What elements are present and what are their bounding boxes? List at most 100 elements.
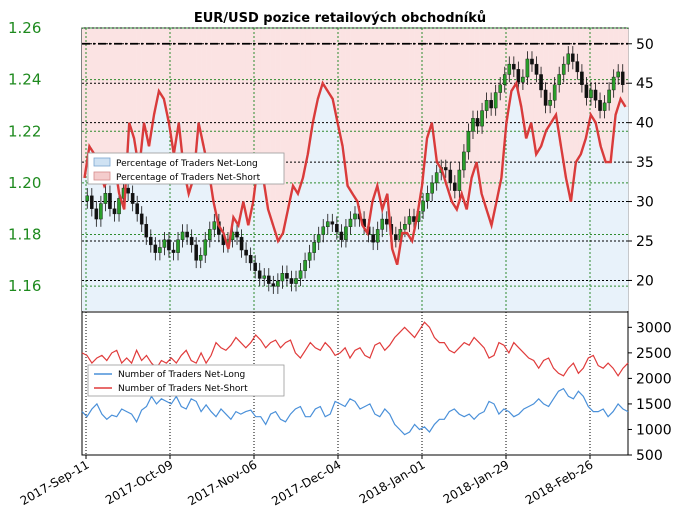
candle-body	[543, 89, 548, 106]
net-short-shade	[528, 29, 534, 123]
candle-body	[489, 100, 493, 109]
net-long-shade	[270, 225, 276, 311]
net-long-shade	[310, 122, 316, 312]
net-long-shade	[320, 83, 326, 311]
net-short-shade	[588, 29, 594, 115]
net-short-shade	[176, 29, 182, 123]
net-long-shade	[389, 248, 396, 311]
candle-body	[557, 74, 561, 85]
net-short-shade	[439, 29, 445, 170]
candle-body	[126, 187, 130, 194]
percent-tick-label: 35	[636, 155, 654, 171]
net-long-shade	[528, 122, 534, 312]
legend-label-net-short-count: Number of Traders Net-Short	[118, 384, 248, 394]
candle-body	[189, 236, 194, 246]
candle-body	[620, 71, 625, 85]
net-long-shade	[121, 209, 127, 311]
candle-body	[448, 169, 453, 184]
candle-body	[285, 273, 289, 279]
candle-body	[552, 84, 557, 101]
net-long-shade	[608, 162, 614, 311]
net-short-shade	[101, 29, 108, 186]
candle-body	[561, 63, 566, 75]
net-short-shade	[508, 29, 515, 92]
candle-body	[90, 195, 94, 209]
count-tick-label: 2500	[636, 346, 672, 362]
net-short-shade	[379, 29, 386, 210]
percent-tick-label: 30	[636, 195, 654, 211]
net-short-shade	[255, 29, 261, 163]
net-short-shade	[613, 29, 619, 115]
candle-body	[271, 283, 276, 287]
net-short-shade	[449, 29, 455, 202]
net-long-shade	[151, 114, 157, 312]
net-short-shade	[469, 29, 475, 178]
net-short-shade	[563, 29, 569, 178]
net-short-shade	[489, 29, 495, 226]
net-long-shade	[300, 177, 306, 311]
net-long-shade	[583, 138, 589, 311]
candle-body	[235, 231, 239, 238]
count-tick-label: 500	[636, 448, 663, 464]
net-long-shade	[578, 154, 584, 311]
net-short-shade	[240, 29, 247, 202]
net-long-shade	[424, 138, 430, 311]
net-long-shade	[593, 122, 599, 312]
count-tick-label: 1500	[636, 397, 672, 413]
net-short-shade	[181, 29, 187, 170]
net-short-shade	[141, 29, 147, 123]
candle-body	[176, 239, 180, 253]
count-tick-label: 3000	[636, 320, 672, 336]
net-long-shade	[573, 162, 579, 311]
date-tick-label: 2017-Dec-04	[269, 457, 343, 508]
net-long-shade	[166, 122, 172, 312]
net-short-shade	[225, 29, 232, 249]
traders-legend: Number of Traders Net-Long Number of Tra…	[87, 364, 285, 397]
candle-body	[348, 218, 353, 228]
candle-body	[312, 242, 316, 253]
candle-body	[335, 224, 339, 233]
count-tick-label: 2000	[636, 371, 672, 387]
legend-swatch-net-long	[93, 157, 111, 167]
candle-body	[512, 63, 516, 70]
net-long-shade	[82, 177, 88, 311]
net-long-shade	[384, 193, 391, 311]
price-tick-label: 1.18	[8, 226, 41, 244]
net-short-shade	[166, 29, 172, 123]
net-short-shade	[91, 29, 98, 155]
candle-body	[112, 208, 117, 215]
candle-body	[289, 278, 294, 284]
net-short-shade	[245, 29, 252, 226]
candle-body	[194, 244, 198, 261]
net-long-shade	[484, 209, 490, 311]
net-long-shade	[359, 225, 366, 311]
candle-body	[303, 260, 307, 271]
net-long-shade	[568, 201, 574, 311]
net-short-shade	[96, 29, 103, 170]
net-short-shade	[548, 29, 554, 123]
percent-tick-label: 50	[636, 37, 654, 53]
net-long-shade	[355, 201, 361, 311]
candle-body	[371, 234, 375, 243]
price-tick-label: 1.26	[8, 19, 41, 37]
net-long-shade	[479, 193, 485, 311]
net-long-shade	[474, 162, 480, 311]
candle-body	[307, 252, 312, 261]
net-short-shade	[434, 29, 440, 163]
candle-body	[593, 89, 598, 101]
percent-tick-label: 45	[636, 76, 654, 92]
net-short-shade	[345, 29, 351, 186]
net-long-shade	[176, 122, 182, 312]
net-short-count-line	[81, 321, 629, 377]
net-long-shade	[493, 201, 500, 311]
candle-body	[208, 229, 212, 240]
candle-body	[262, 275, 267, 279]
legend-box	[87, 152, 285, 185]
net-short-shade	[414, 29, 420, 218]
candle-body	[180, 231, 185, 240]
candle-body	[493, 92, 498, 109]
net-short-shade	[598, 29, 604, 147]
candle-body	[471, 118, 475, 132]
candle-body	[280, 273, 285, 282]
